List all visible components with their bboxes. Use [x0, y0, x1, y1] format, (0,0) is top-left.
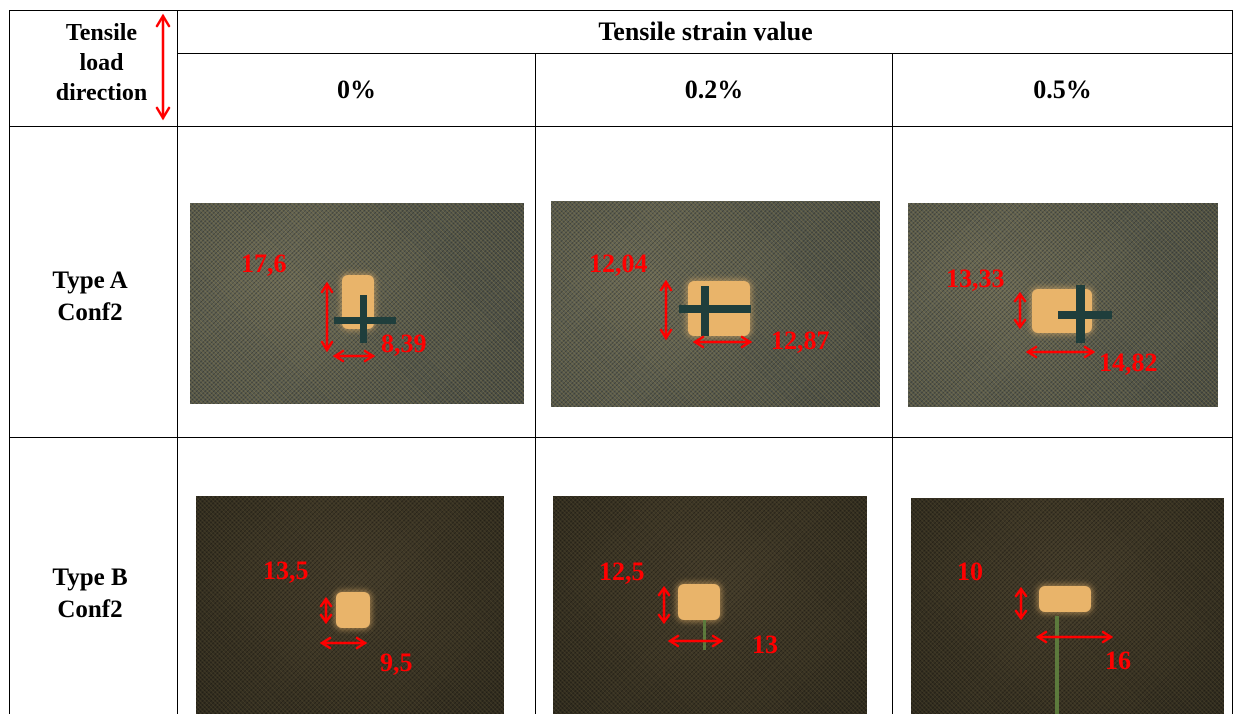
- corner-line-2: load: [79, 50, 124, 76]
- damage-spot: [1039, 586, 1091, 612]
- row-b-line-2: Conf2: [57, 596, 123, 623]
- cross-mark: [334, 317, 396, 324]
- row-label-type-b: Type B Conf2: [10, 562, 170, 626]
- height-value-a-05pct: 13,33: [946, 264, 1005, 293]
- height-value-a-02pct: 12,04: [589, 249, 648, 278]
- stitch-mark: [703, 620, 706, 650]
- label-column-border: [177, 10, 178, 714]
- width-value-a-0pct: 8,39: [381, 329, 427, 358]
- photo-type-a-05pct: [908, 203, 1218, 407]
- photo-type-b-05pct: [911, 498, 1224, 714]
- table-top-border: [9, 10, 1233, 11]
- strain-value-header: Tensile strain value: [598, 16, 813, 46]
- photo-type-b-0pct: [196, 496, 504, 714]
- column-header-1: 0.2%: [684, 75, 744, 104]
- height-value-b-0pct: 13,5: [263, 556, 309, 585]
- row-divider: [9, 437, 1233, 438]
- cross-mark: [679, 305, 751, 313]
- height-value-b-02pct: 12,5: [599, 557, 645, 586]
- height-value-a-0pct: 17,6: [241, 249, 287, 278]
- header-bottom-border: [9, 126, 1233, 127]
- corner-line-3: direction: [55, 80, 148, 106]
- damage-spot: [678, 584, 720, 620]
- stitch-mark: [1055, 616, 1059, 714]
- row-label-type-a: Type A Conf2: [10, 265, 170, 329]
- width-value-a-05pct: 14,82: [1099, 348, 1158, 377]
- table-left-border: [9, 10, 10, 714]
- row-b-line-1: Type B: [52, 564, 128, 591]
- width-value-b-05pct: 16: [1105, 646, 1131, 675]
- column-header-0: 0%: [337, 75, 376, 104]
- row-a-line-1: Type A: [52, 267, 128, 294]
- column-header-2: 0.5%: [1033, 75, 1092, 104]
- photo-type-b-02pct: [553, 496, 867, 714]
- load-direction-header: Tensile load direction: [34, 18, 169, 108]
- height-value-b-05pct: 10: [957, 557, 983, 586]
- width-value-a-02pct: 12,87: [771, 326, 830, 355]
- column-divider-1: [535, 53, 536, 714]
- row-a-line-2: Conf2: [57, 299, 123, 326]
- column-divider-2: [892, 53, 893, 714]
- damage-spot: [336, 592, 370, 628]
- width-value-b-02pct: 13: [752, 630, 778, 659]
- corner-line-1: Tensile: [65, 20, 138, 46]
- header-split-line: [178, 53, 1233, 54]
- photo-type-a-0pct: [190, 203, 524, 404]
- cross-mark: [1058, 311, 1112, 319]
- width-value-b-0pct: 9,5: [380, 648, 413, 677]
- photo-type-a-02pct: [551, 201, 880, 407]
